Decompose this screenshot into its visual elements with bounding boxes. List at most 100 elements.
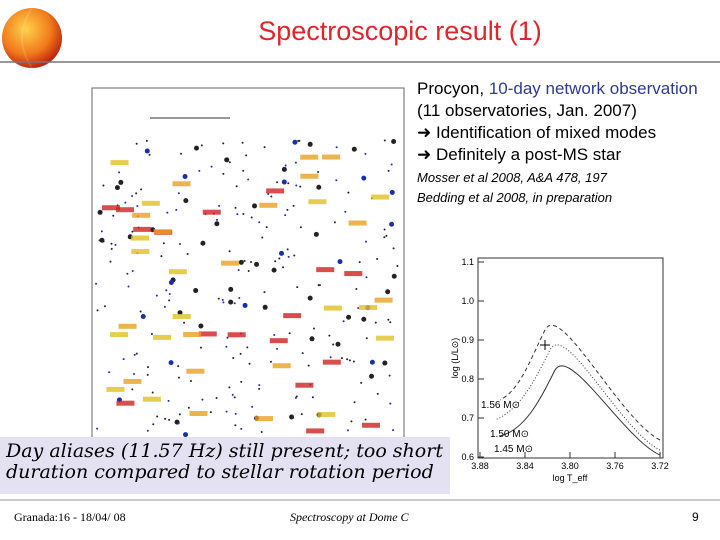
echelle-dot xyxy=(282,266,285,269)
echelle-dot xyxy=(333,221,336,224)
echelle-dot xyxy=(329,356,332,359)
echelle-dot xyxy=(201,398,204,401)
echelle-dot xyxy=(242,302,248,308)
footer-left: Granada:16 - 18/04/ 08 xyxy=(14,510,126,524)
echelle-label xyxy=(102,205,121,211)
echelle-dot xyxy=(299,226,302,229)
echelle-dot xyxy=(295,184,298,187)
echelle-dot xyxy=(140,188,143,191)
info-line: ➜ Definitely a post-MS star xyxy=(417,145,622,164)
echelle-label xyxy=(300,154,319,160)
echelle-dot xyxy=(388,374,391,377)
echelle-dot xyxy=(145,139,148,142)
echelle-dot xyxy=(222,301,225,304)
echelle-dot xyxy=(160,255,163,258)
info-text: Procyon, 10-day network observation (11 … xyxy=(417,78,717,208)
echelle-dot xyxy=(97,209,103,215)
echelle-dot xyxy=(144,148,150,154)
echelle-dot xyxy=(281,166,287,172)
echelle-dot xyxy=(309,336,315,342)
hr-frame xyxy=(477,257,664,459)
echelle-label xyxy=(317,412,336,418)
echelle-dot xyxy=(126,272,129,275)
echelle-dot xyxy=(231,393,234,396)
echelle-dot xyxy=(335,146,338,149)
echelle-label xyxy=(116,400,135,406)
track xyxy=(499,324,661,441)
echelle-dot xyxy=(240,380,243,383)
echelle-dot xyxy=(265,226,268,229)
echelle-dot xyxy=(168,279,174,285)
echelle-dot xyxy=(249,261,252,264)
echelle-dot xyxy=(240,427,243,430)
track xyxy=(499,365,661,456)
echelle-dot xyxy=(389,321,392,324)
echelle-dot xyxy=(335,341,341,347)
echelle-dot xyxy=(118,171,121,174)
echelle-dot xyxy=(258,221,261,224)
echelle-diagram xyxy=(91,87,405,439)
echelle-label xyxy=(300,173,319,179)
echelle-dot xyxy=(239,352,242,355)
echelle-dot xyxy=(348,359,351,362)
echelle-dot xyxy=(146,373,149,376)
echelle-dot xyxy=(347,191,350,194)
echelle-label xyxy=(295,382,314,388)
echelle-dot xyxy=(365,276,368,279)
echelle-dot xyxy=(374,321,377,324)
echelle-label xyxy=(374,297,393,303)
echelle-label xyxy=(186,368,205,374)
echelle-dot xyxy=(340,357,343,360)
echelle-dot xyxy=(165,289,168,292)
echelle-dot xyxy=(269,360,272,363)
echelle-dot xyxy=(299,185,302,188)
echelle-dot xyxy=(284,214,287,217)
echelle-dot xyxy=(228,286,234,292)
echelle-dot xyxy=(109,260,112,263)
echelle-dot xyxy=(387,169,390,172)
echelle-dot xyxy=(228,299,234,305)
echelle-dot xyxy=(252,203,258,209)
echelle-label xyxy=(259,202,278,208)
echelle-dot xyxy=(391,139,397,145)
echelle-dot xyxy=(237,269,240,272)
echelle-dot xyxy=(110,242,113,245)
reference: Mosser et al 2008, A&A 478, 197 xyxy=(417,170,607,185)
echelle-dot xyxy=(131,195,134,198)
track-label: 1.56 M⊙ xyxy=(481,400,520,411)
echelle-dot xyxy=(263,146,266,149)
y-axis-label: log (L/L⊙) xyxy=(450,338,460,379)
echelle-label xyxy=(153,229,172,235)
echelle-dot xyxy=(392,429,395,432)
echelle-frame xyxy=(91,87,405,439)
echelle-label xyxy=(131,235,150,241)
echelle-dot xyxy=(276,347,279,350)
echelle-dot xyxy=(151,391,154,394)
echelle-label xyxy=(168,269,187,275)
echelle-dot xyxy=(136,205,139,208)
echelle-dot xyxy=(228,161,231,164)
echelle-dot xyxy=(396,265,399,268)
echelle-dot xyxy=(376,392,379,395)
echelle-dot xyxy=(243,259,246,262)
echelle-dot xyxy=(292,139,298,145)
echelle-dot xyxy=(175,208,178,211)
echelle-dot xyxy=(385,234,388,237)
echelle-dot xyxy=(385,289,391,295)
echelle-dot xyxy=(127,285,130,288)
echelle-dot xyxy=(297,139,300,142)
echelle-dot xyxy=(167,399,170,402)
echelle-dot xyxy=(233,396,236,399)
echelle-dot xyxy=(317,171,320,174)
echelle-dot xyxy=(389,402,392,405)
echelle-dot xyxy=(270,195,273,198)
echelle-dot xyxy=(383,139,386,142)
echelle-dot xyxy=(139,310,142,313)
echelle-label xyxy=(348,220,367,226)
echelle-label xyxy=(322,359,341,365)
echelle-dot xyxy=(100,230,103,233)
y-tick-label: 1.0 xyxy=(461,296,474,306)
echelle-dot xyxy=(267,193,270,196)
echelle-dot xyxy=(234,206,237,209)
echelle-dot xyxy=(245,154,248,157)
